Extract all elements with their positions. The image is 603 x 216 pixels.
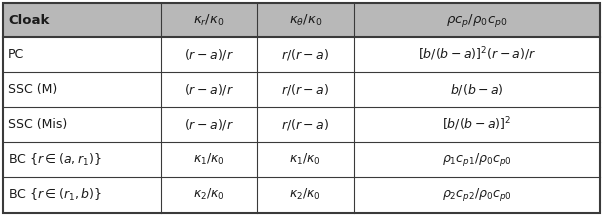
Text: $\kappa_r/\kappa_0$: $\kappa_r/\kappa_0$ — [193, 13, 225, 28]
Text: $(r-a)/r$: $(r-a)/r$ — [184, 47, 234, 62]
Text: $b/(b-a)$: $b/(b-a)$ — [450, 82, 504, 97]
Text: $\kappa_\theta/\kappa_0$: $\kappa_\theta/\kappa_0$ — [289, 13, 322, 28]
Text: $r/(r-a)$: $r/(r-a)$ — [281, 82, 329, 97]
Bar — [3, 3, 600, 37]
Text: $(r-a)/r$: $(r-a)/r$ — [184, 117, 234, 132]
Bar — [3, 72, 600, 107]
Text: $r/(r-a)$: $r/(r-a)$ — [281, 117, 329, 132]
Text: $\rho_2 c_{p2}/\rho_0 c_{p0}$: $\rho_2 c_{p2}/\rho_0 c_{p0}$ — [442, 186, 512, 203]
Text: $r/(r-a)$: $r/(r-a)$ — [281, 47, 329, 62]
Bar — [3, 107, 600, 142]
Bar — [3, 37, 600, 72]
Text: $(r-a)/r$: $(r-a)/r$ — [184, 82, 234, 97]
Text: $\kappa_2/\kappa_0$: $\kappa_2/\kappa_0$ — [289, 187, 321, 202]
Text: $\rho c_p/\rho_0 c_{p0}$: $\rho c_p/\rho_0 c_{p0}$ — [446, 11, 508, 29]
Bar — [3, 177, 600, 212]
Text: $[b/(b-a)]^2$: $[b/(b-a)]^2$ — [443, 116, 512, 133]
Text: PC: PC — [8, 48, 24, 61]
Text: SSC (Mis): SSC (Mis) — [8, 118, 68, 131]
Bar — [3, 142, 600, 177]
Text: $\kappa_2/\kappa_0$: $\kappa_2/\kappa_0$ — [193, 187, 225, 202]
Text: $\kappa_1/\kappa_0$: $\kappa_1/\kappa_0$ — [193, 152, 225, 167]
Text: BC $\{r\in(r_1,b)\}$: BC $\{r\in(r_1,b)\}$ — [8, 186, 102, 203]
Text: Cloak: Cloak — [8, 13, 49, 27]
Text: SSC (M): SSC (M) — [8, 83, 57, 96]
Text: BC $\{r\in(a,r_1)\}$: BC $\{r\in(a,r_1)\}$ — [8, 151, 101, 168]
Text: $\kappa_1/\kappa_0$: $\kappa_1/\kappa_0$ — [289, 152, 321, 167]
Text: $\rho_1 c_{p1}/\rho_0 c_{p0}$: $\rho_1 c_{p1}/\rho_0 c_{p0}$ — [442, 151, 512, 168]
Text: $[b/(b-a)]^2(r-a)/r$: $[b/(b-a)]^2(r-a)/r$ — [418, 46, 536, 63]
